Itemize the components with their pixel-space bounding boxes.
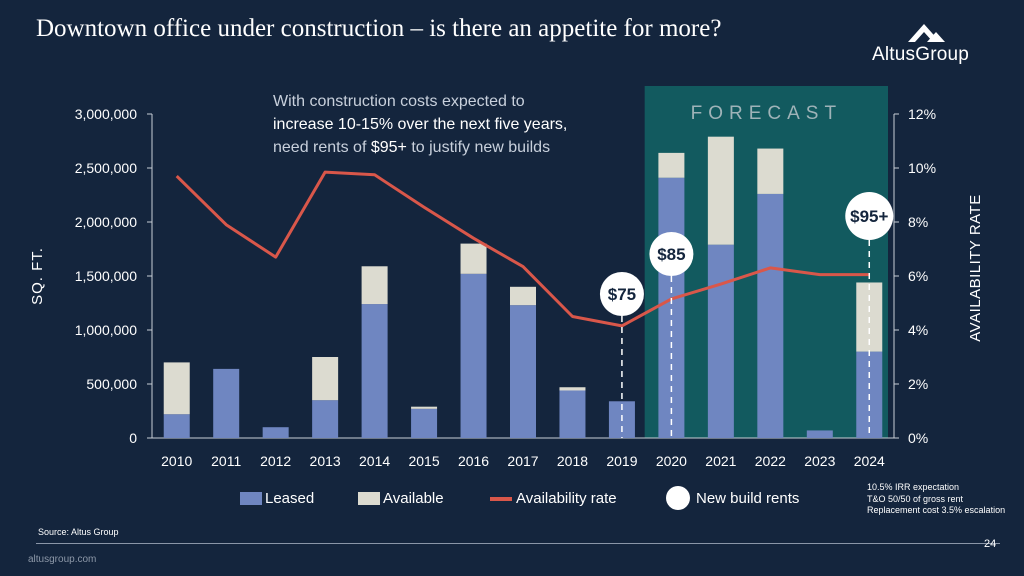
right-tick-label: 6% bbox=[908, 268, 928, 284]
left-tick-label: 3,000,000 bbox=[75, 106, 137, 122]
bar-leased-2013 bbox=[312, 400, 339, 438]
bar-available-2017 bbox=[510, 286, 536, 306]
x-tick-label-2016: 2016 bbox=[458, 453, 489, 469]
bar-leased-2017 bbox=[510, 305, 536, 438]
bar-leased-2021 bbox=[707, 244, 734, 438]
bar-leased-2016 bbox=[460, 273, 487, 438]
assumptions-note: 10.5% IRR expectation T&O 50/50 of gross… bbox=[867, 482, 1005, 517]
legend-new-build-rents-label: New build rents bbox=[696, 489, 800, 507]
right-tick-label: 12% bbox=[908, 106, 936, 122]
bar-leased-2015 bbox=[411, 408, 438, 438]
bar-available-2021 bbox=[707, 136, 734, 245]
marker-circle-2019 bbox=[599, 272, 644, 316]
right-tick-label: 10% bbox=[908, 160, 936, 176]
legend-line-swatch bbox=[490, 496, 512, 501]
left-tick-label: 2,500,000 bbox=[75, 160, 137, 176]
legend-circle-swatch bbox=[666, 486, 690, 510]
bar-leased-2011 bbox=[213, 368, 240, 438]
legend-leased-swatch bbox=[240, 492, 262, 505]
left-tick-label: 2,000,000 bbox=[75, 214, 137, 230]
x-tick-label-2018: 2018 bbox=[557, 453, 588, 469]
bar-leased-2010 bbox=[163, 414, 190, 438]
x-tick-label-2015: 2015 bbox=[408, 453, 439, 469]
x-tick-label-2013: 2013 bbox=[310, 453, 341, 469]
callout-line-3-pre: need rents of bbox=[273, 139, 371, 156]
marker-circle-2024 bbox=[845, 192, 894, 240]
callout-line-1: With construction costs expected to bbox=[273, 93, 525, 110]
forecast-label: FORECAST bbox=[691, 103, 842, 124]
legend-available-swatch bbox=[358, 492, 380, 505]
legend-availability-rate: Availability rate bbox=[490, 490, 617, 507]
slide-title: Downtown office under construction – is … bbox=[36, 15, 722, 42]
marker-label-2024: $95+ bbox=[850, 207, 888, 226]
marker-label-2019: $75 bbox=[608, 285, 636, 304]
x-tick-label-2021: 2021 bbox=[705, 453, 736, 469]
x-tick-label-2017: 2017 bbox=[507, 453, 538, 469]
x-tick-label-2010: 2010 bbox=[161, 453, 192, 469]
right-tick-label: 2% bbox=[908, 376, 928, 392]
x-tick-label-2020: 2020 bbox=[656, 453, 687, 469]
logo-text: AltusGroup bbox=[872, 44, 970, 65]
bar-leased-2020 bbox=[658, 177, 685, 438]
bar-available-2015 bbox=[411, 406, 438, 409]
bar-leased-2022 bbox=[757, 193, 784, 438]
x-tick-label-2011: 2011 bbox=[211, 453, 241, 469]
legend-leased: Leased bbox=[240, 490, 314, 507]
callout-line-2: increase 10-15% over the next five years… bbox=[273, 116, 568, 133]
left-tick-label: 0 bbox=[129, 430, 137, 446]
x-tick-label-2022: 2022 bbox=[755, 453, 786, 469]
legend-leased-label: Leased bbox=[265, 490, 315, 507]
y2-axis-title: AVAILABILITY RATE bbox=[967, 194, 984, 341]
altus-logo-icon bbox=[908, 24, 945, 42]
callout-text: With construction costs expected to incr… bbox=[273, 90, 633, 159]
bar-available-2014 bbox=[361, 266, 388, 305]
marker-label-2020: $85 bbox=[657, 245, 685, 264]
legend-new-build-rents: New build rents bbox=[666, 486, 799, 510]
assumption-replacement: Replacement cost 3.5% escalation bbox=[867, 505, 1006, 515]
x-tick-label-2024: 2024 bbox=[854, 453, 885, 469]
bar-available-2020 bbox=[658, 152, 685, 178]
y-axis-title: SQ. FT. bbox=[29, 247, 46, 305]
bar-leased-2014 bbox=[361, 304, 388, 438]
x-tick-label-2023: 2023 bbox=[804, 453, 835, 469]
source-note: Source: Altus Group bbox=[38, 527, 119, 537]
x-tick-label-2012: 2012 bbox=[260, 453, 291, 469]
callout-line-3-post: to justify new builds bbox=[406, 139, 551, 156]
footer-divider bbox=[36, 543, 1000, 544]
bar-available-2016 bbox=[460, 243, 487, 274]
callout-line-3: need rents of $95+ to justify new builds bbox=[273, 136, 633, 159]
bar-available-2010 bbox=[163, 362, 190, 415]
left-tick-label: 1,500,000 bbox=[75, 268, 137, 284]
bar-leased-2012 bbox=[262, 427, 289, 438]
bar-available-2013 bbox=[312, 357, 339, 401]
left-tick-label: 500,000 bbox=[86, 376, 137, 392]
assumption-irr: 10.5% IRR expectation bbox=[867, 482, 960, 492]
legend-available: Available bbox=[358, 490, 444, 507]
legend-available-label: Available bbox=[383, 490, 444, 507]
x-tick-label-2014: 2014 bbox=[359, 453, 390, 469]
callout-rent-value: $95+ bbox=[370, 139, 407, 156]
bar-available-2018 bbox=[559, 387, 586, 391]
marker-circle-2020 bbox=[649, 232, 694, 276]
bar-available-2022 bbox=[757, 148, 784, 194]
assumption-tno: T&O 50/50 of gross rent bbox=[867, 493, 964, 504]
right-tick-label: 8% bbox=[908, 214, 928, 230]
x-tick-label-2019: 2019 bbox=[606, 453, 637, 469]
left-tick-label: 1,000,000 bbox=[75, 322, 137, 338]
page-number: 24 bbox=[984, 538, 997, 550]
bar-leased-2023 bbox=[806, 430, 833, 438]
footer-site: altusgroup.com bbox=[28, 554, 97, 565]
right-tick-label: 4% bbox=[908, 322, 928, 338]
legend-availability-rate-label: Availability rate bbox=[516, 490, 617, 507]
bar-leased-2018 bbox=[559, 390, 586, 438]
availability-rate-line bbox=[175, 170, 870, 328]
right-tick-label: 0% bbox=[908, 430, 928, 446]
